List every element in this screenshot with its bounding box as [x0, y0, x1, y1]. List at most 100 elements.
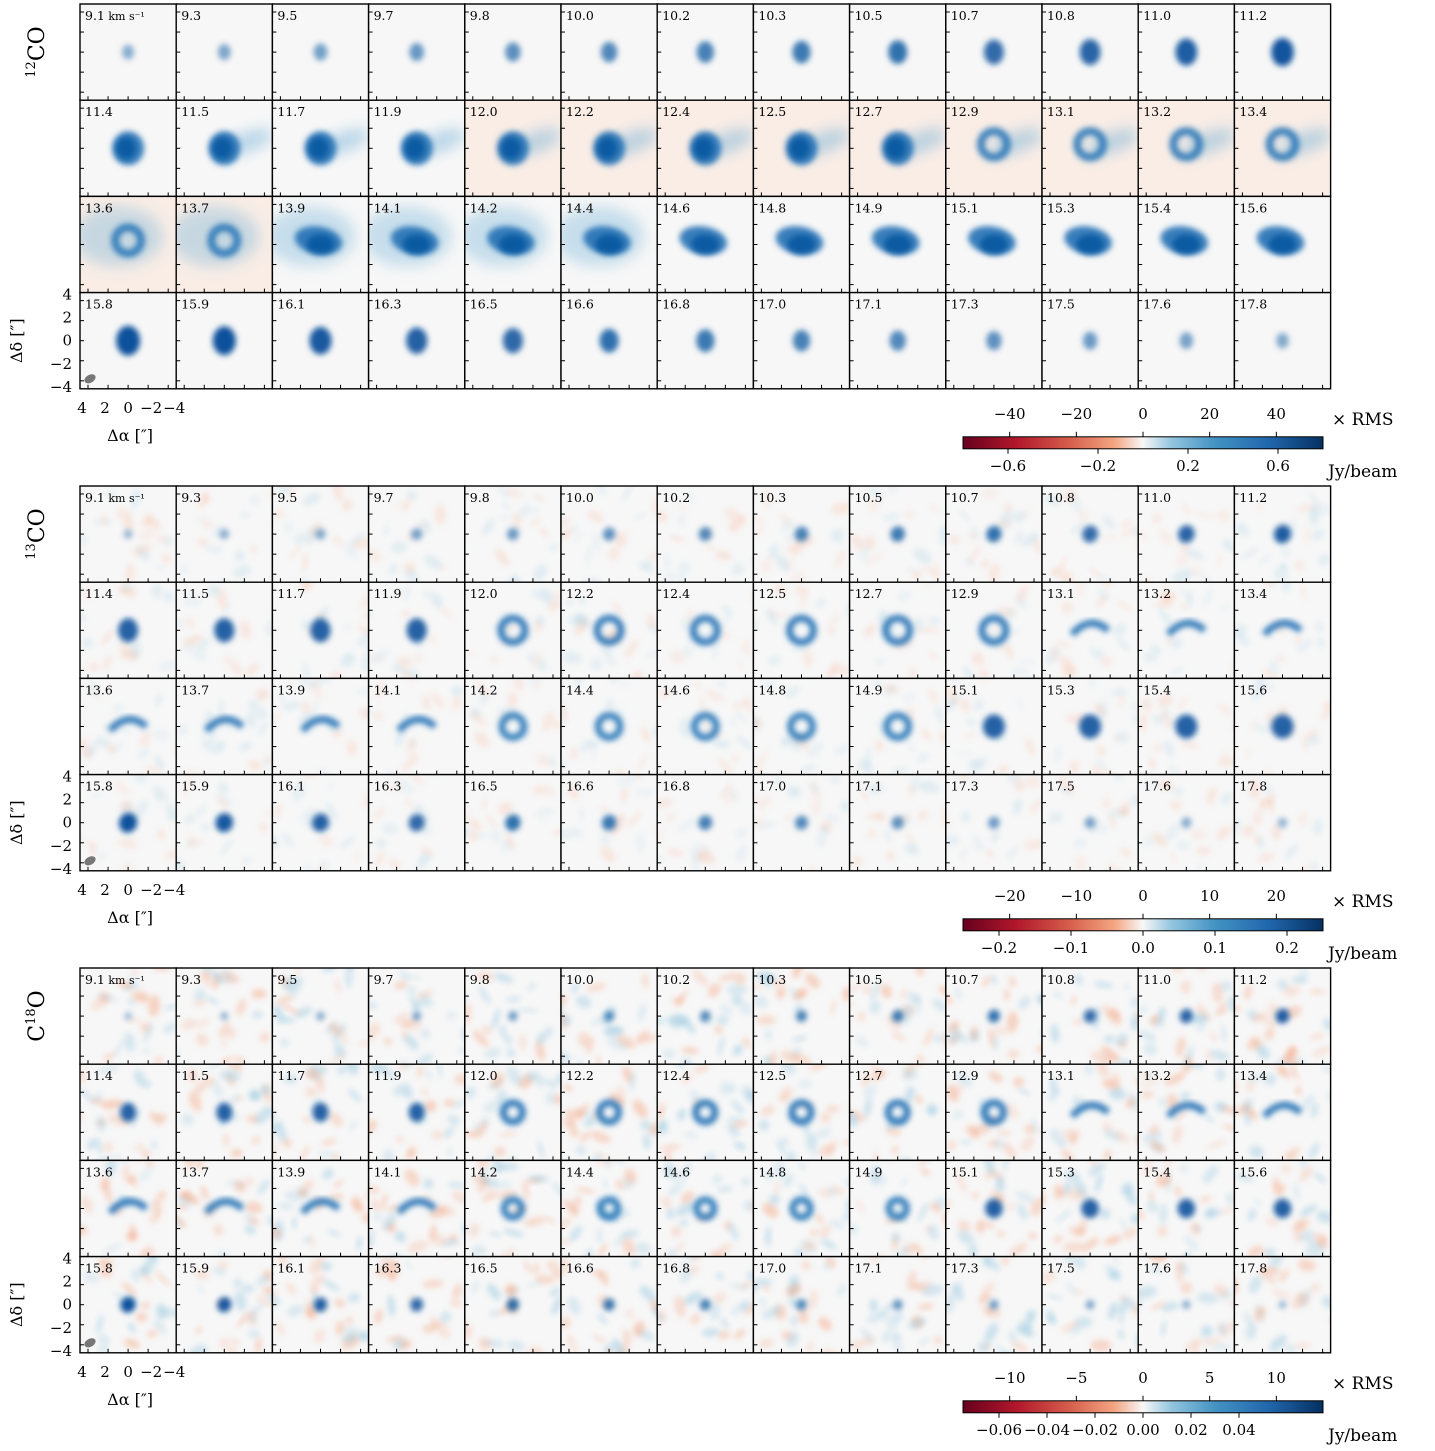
channel-panel: 11.7 [271, 581, 370, 680]
channel-panel: 9.7 [367, 967, 466, 1065]
channel-panel: 16.1 [271, 1255, 370, 1354]
velocity-label: 10.8 [1047, 972, 1075, 987]
channel-panel: 12.5 [752, 99, 851, 198]
molecule-label: C18O [24, 990, 50, 1041]
jy-tick-label: 0.1 [1203, 939, 1227, 957]
rms-axis-label: × RMS [1332, 410, 1394, 430]
rms-tick-label: 5 [1205, 1369, 1215, 1387]
beam-ellipse [84, 1338, 96, 1348]
velocity-label: 10.8 [1047, 490, 1075, 505]
molecule-superscript: 12 [24, 61, 39, 78]
velocity-label: 14.1 [374, 1164, 402, 1179]
velocity-label: 14.8 [758, 682, 786, 697]
velocity-label: 14.8 [758, 200, 786, 215]
channel-panel: 12.5 [752, 1063, 851, 1162]
y-tick-label: −4 [50, 1342, 72, 1360]
molecule-label: 12CO [24, 26, 50, 77]
velocity-label: 16.3 [374, 779, 402, 794]
jy-tick-label: −0.06 [976, 1421, 1022, 1439]
velocity-label: 14.9 [855, 200, 883, 215]
channel-panel: 14.4 [560, 195, 658, 294]
channel-panel: 13.1 [1041, 1063, 1139, 1162]
y-tick-label: −4 [50, 378, 72, 396]
jy-tick-label: 0.00 [1126, 1421, 1159, 1439]
channel-panel: 17.1 [848, 773, 947, 872]
channel-panel: 9.8 [464, 3, 562, 101]
velocity-label: 9.8 [470, 490, 490, 505]
velocity-label: 16.8 [662, 779, 690, 794]
velocity-label: 13.6 [85, 200, 113, 215]
jy-tick-label: 0.04 [1222, 1421, 1255, 1439]
velocity-label: 17.1 [855, 1261, 883, 1276]
rms-axis-label: × RMS [1332, 892, 1394, 912]
velocity-label: 15.4 [1143, 200, 1171, 215]
channel-panel: 9.7 [367, 3, 466, 101]
velocity-label: 12.2 [566, 1068, 594, 1083]
velocity-label: 14.4 [566, 682, 594, 697]
velocity-label: 15.9 [181, 779, 209, 794]
velocity-label: 10.7 [951, 8, 979, 23]
channel-panel: 11.4 [79, 99, 177, 198]
rms-tick-label: −20 [1061, 405, 1093, 423]
channel-panel: 13.2 [1137, 99, 1236, 198]
channel-panel: 12.4 [656, 581, 755, 680]
velocity-label: 11.4 [85, 104, 113, 119]
velocity-label: 13.9 [277, 1164, 305, 1179]
x-tick-label: 4 [77, 1363, 87, 1381]
velocity-label: 16.1 [277, 779, 305, 794]
velocity-label: 15.3 [1047, 1164, 1075, 1179]
velocity-label: 13.4 [1239, 586, 1267, 601]
channel-panel: 11.0 [1137, 485, 1236, 583]
molecule-label: 13CO [24, 508, 50, 559]
velocity-label: 13.6 [85, 1164, 113, 1179]
x-tick-label: −4 [163, 881, 185, 899]
rms-tick-label: −10 [1061, 887, 1093, 905]
velocity-label: 11.4 [85, 1068, 113, 1083]
velocity-label: 12.7 [855, 586, 883, 601]
jy-tick-label: 0.2 [1275, 939, 1299, 957]
velocity-label: 15.9 [181, 297, 209, 312]
channel-panel: 10.8 [1041, 3, 1139, 101]
velocity-label: 16.5 [470, 779, 498, 794]
channel-panel: 13.9 [271, 195, 370, 294]
channel-panel: 12.9 [945, 99, 1043, 198]
channel-panel: 13.4 [1233, 581, 1332, 680]
channel-panel: 11.2 [1233, 3, 1332, 101]
channel-panel: 16.8 [656, 773, 755, 872]
channel-panel: 16.3 [367, 773, 466, 872]
velocity-label: 12.9 [951, 104, 979, 119]
channel-panel: 14.2 [464, 677, 562, 776]
channel-panel: 15.9 [175, 291, 274, 390]
velocity-label: 13.9 [277, 200, 305, 215]
y-tick-label: 0 [62, 814, 72, 832]
velocity-label: 17.5 [1047, 297, 1075, 312]
velocity-label: 13.1 [1047, 586, 1075, 601]
y-tick-label: 4 [62, 286, 72, 304]
channel-panel: 9.5 [271, 967, 370, 1065]
channel-panel: 12.0 [464, 99, 562, 198]
velocity-label: 15.3 [1047, 200, 1075, 215]
channel-panel: 9.3 [175, 3, 274, 101]
jy-tick-label: −0.02 [1072, 1421, 1118, 1439]
velocity-label: 16.6 [566, 779, 594, 794]
channel-panel: 13.4 [1233, 99, 1332, 198]
channel-panel: 16.6 [560, 773, 658, 872]
velocity-label: 17.6 [1143, 297, 1171, 312]
velocity-label: 14.2 [470, 200, 498, 215]
x-tick-label: 2 [100, 1363, 110, 1381]
channel-panel: 14.4 [560, 677, 658, 776]
y-axis-label: Δδ [″] [7, 1282, 26, 1327]
colorbar: −10 −5 0 5 10 × RMS −0.06 −0.04 −0.02 0.00 0.02 0.0… [962, 1369, 1397, 1446]
channel-panel: 17.0 [752, 291, 851, 390]
velocity-label: 13.7 [181, 200, 209, 215]
channel-panel: 14.9 [848, 195, 947, 294]
channel-panel: 11.9 [367, 99, 466, 198]
rms-tick-label: 0 [1138, 1369, 1148, 1387]
channel-panel: 16.3 [367, 1255, 466, 1354]
velocity-label: 11.0 [1143, 490, 1171, 505]
velocity-label: 14.1 [374, 682, 402, 697]
channel-panel: 17.1 [848, 291, 947, 390]
velocity-label: 15.3 [1047, 682, 1075, 697]
velocity-label: 17.1 [855, 779, 883, 794]
jy-axis-label: Jy/beam [1326, 944, 1397, 964]
